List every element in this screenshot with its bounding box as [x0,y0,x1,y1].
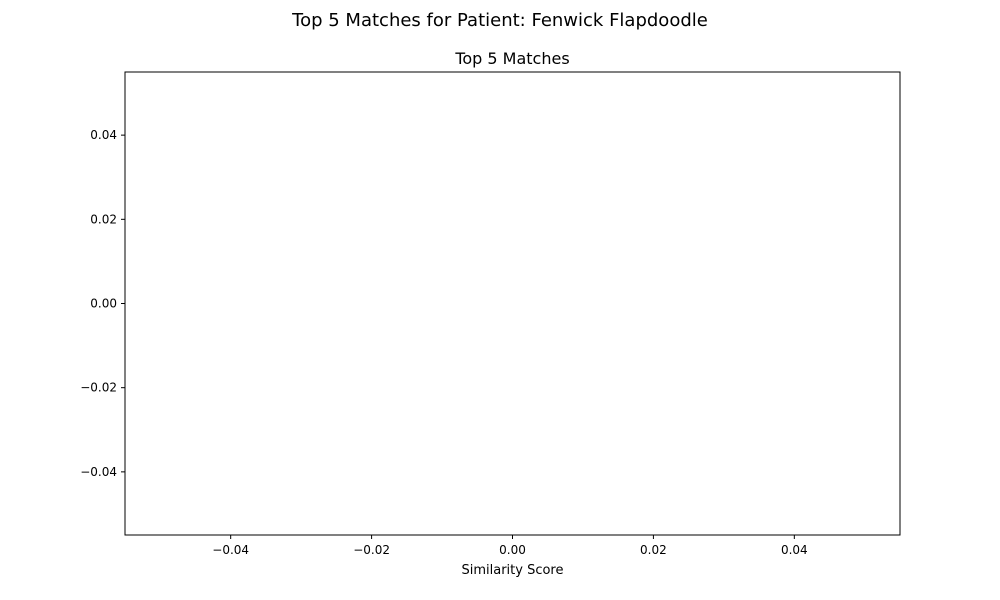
x-tick-label: 0.04 [781,543,808,557]
y-tick-label: −0.04 [80,465,117,479]
y-tick-label: 0.04 [90,128,117,142]
x-tick-label: −0.04 [212,543,249,557]
y-axis: 0.04 0.02 0.00 −0.02 −0.04 [80,128,125,479]
axes-title: Top 5 Matches [454,49,569,68]
figure-suptitle: Top 5 Matches for Patient: Fenwick Flapd… [291,10,708,31]
x-tick-label: 0.00 [499,543,526,557]
x-axis-label: Similarity Score [461,563,563,578]
x-tick-label: 0.02 [640,543,667,557]
y-tick-label: −0.02 [80,381,117,395]
plot-area [124,71,901,536]
y-tick-label: 0.02 [90,212,117,226]
x-axis: −0.04 −0.02 0.00 0.02 0.04 [212,535,808,557]
x-tick-label: −0.02 [353,543,390,557]
y-tick-label: 0.00 [90,297,117,311]
